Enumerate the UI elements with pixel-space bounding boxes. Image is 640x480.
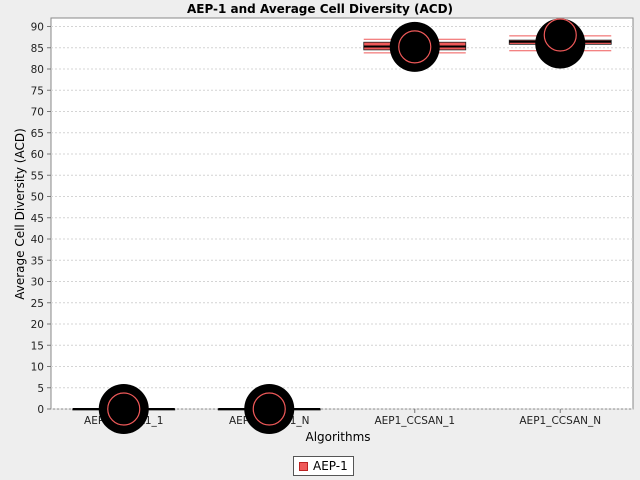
- legend: AEP-1: [293, 456, 354, 476]
- outlier-marker: [389, 21, 440, 72]
- x-axis: AEP1_CCSA1_1AEP1_CCSA1_NAEP1_CCSAN_1AEP1…: [84, 409, 601, 427]
- y-tick-label: 30: [31, 277, 44, 289]
- y-tick-label: 15: [31, 340, 44, 352]
- y-axis-label: Average Cell Diversity (ACD): [13, 128, 27, 300]
- y-tick-label: 45: [31, 213, 44, 225]
- y-tick-label: 35: [31, 255, 44, 267]
- mean-marker: [107, 392, 141, 426]
- y-tick-label: 25: [31, 298, 44, 310]
- box-AEP1_CCSA1_1: [72, 384, 176, 434]
- box-AEP1_CCSAN_1: [363, 21, 467, 72]
- y-tick-label: 20: [31, 319, 44, 331]
- mean-marker: [252, 392, 286, 426]
- outlier-marker: [98, 384, 149, 434]
- y-tick-label: 60: [31, 149, 44, 161]
- y-tick-label: 50: [31, 192, 44, 204]
- y-tick-label: 10: [31, 362, 44, 374]
- legend-label: AEP-1: [313, 459, 348, 473]
- x-tick-label: AEP1_CCSAN_1: [374, 415, 455, 427]
- legend-swatch: [299, 461, 308, 471]
- y-tick-label: 80: [31, 64, 44, 76]
- plot-area: [50, 17, 634, 410]
- y-axis: 0 5 10 15 20 25 30 35 40 45 50 55 60 65 70 75 80 85 90: [31, 22, 51, 416]
- y-tick-label: 5: [37, 383, 44, 395]
- y-tick-label: 90: [31, 22, 44, 34]
- grid: [51, 26, 633, 410]
- x-tick-label: AEP1_CCSAN_N: [519, 415, 601, 427]
- x-axis-label: Algorithms: [305, 430, 370, 444]
- mean-marker: [543, 18, 577, 52]
- box-AEP1_CCSAN_N: [508, 18, 612, 69]
- y-tick-label: 65: [31, 128, 44, 140]
- y-tick-label: 55: [31, 170, 44, 182]
- chart-title: AEP-1 and Average Cell Diversity (ACD): [187, 2, 453, 16]
- y-tick-label: 40: [31, 234, 44, 246]
- outlier-marker: [244, 384, 295, 434]
- boxes: [72, 18, 612, 434]
- y-tick-label: 85: [31, 43, 44, 55]
- y-tick-label: 70: [31, 107, 44, 119]
- y-tick-label: 75: [31, 85, 44, 97]
- mean-marker: [398, 30, 432, 64]
- outlier-marker: [535, 18, 586, 69]
- box-AEP1_CCSA1_N: [217, 384, 321, 434]
- y-tick-label: 0: [37, 404, 44, 416]
